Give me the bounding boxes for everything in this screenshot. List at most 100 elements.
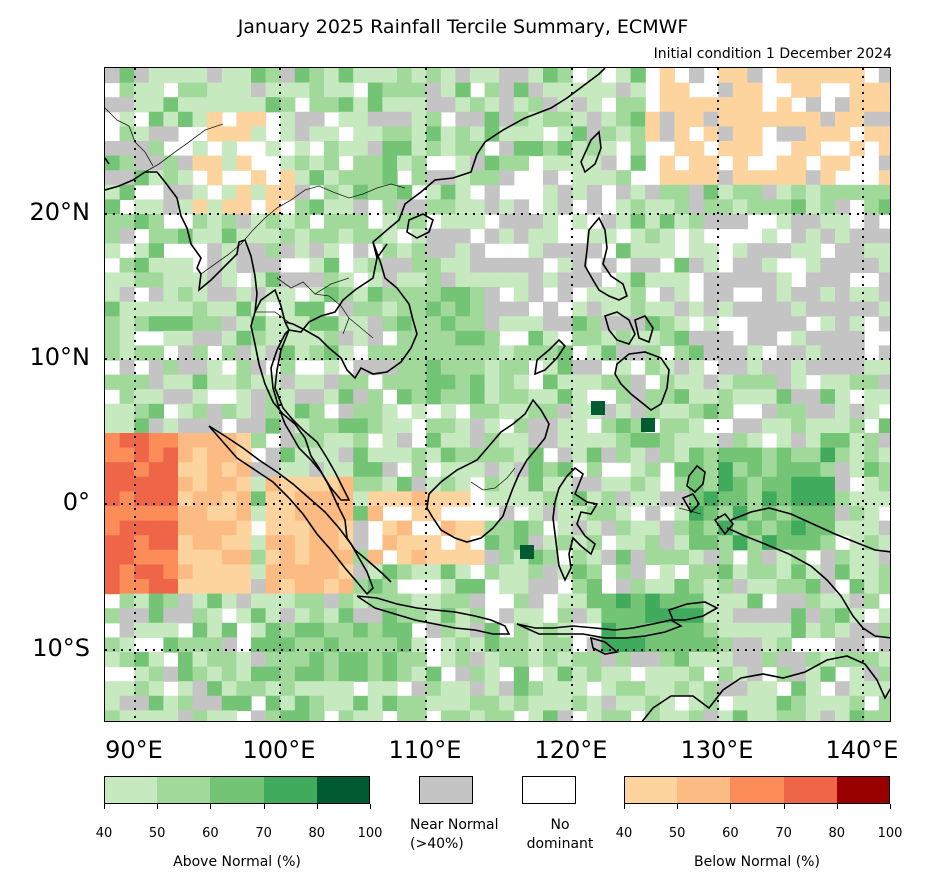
tercile-cell [309,681,325,697]
tercile-cell [586,374,602,390]
tercile-cell [674,666,690,682]
tercile-cell [382,68,398,84]
tercile-cell [572,184,588,200]
tercile-cell [630,695,646,711]
tercile-cell [835,316,851,332]
tercile-cell [455,491,471,507]
tercile-cell [251,243,267,259]
tercile-cell [776,564,792,580]
tercile-cell [864,710,880,721]
tercile-cell [411,506,427,522]
tercile-cell [192,637,208,653]
tercile-cell [367,462,383,478]
tercile-cell [367,272,383,288]
tercile-cell [470,301,486,317]
tercile-cell [251,462,267,478]
tercile-cell [221,287,237,303]
tercile-cell [148,111,164,127]
tercile-cell [236,520,252,536]
tercile-cell [674,214,690,230]
tercile-cell [659,330,675,346]
tercile-cell [294,447,310,463]
tercile-cell [645,330,661,346]
tercile-cell [864,301,880,317]
tercile-cell [397,520,413,536]
tercile-cell [280,170,296,186]
tercile-cell [309,155,325,171]
tercile-cell [324,579,340,595]
tercile-cell [207,155,223,171]
tercile-cell [221,316,237,332]
tercile-cell [367,506,383,522]
tercile-cell [645,389,661,405]
colorbar-tick-label: 70 [255,826,272,841]
tercile-cell [762,287,778,303]
tercile-cell [178,520,194,536]
tercile-cell [557,608,573,624]
tercile-cell [835,608,851,624]
tercile-cell [776,272,792,288]
tercile-cell [382,199,398,215]
tercile-cell [134,491,150,507]
tercile-cell [294,228,310,244]
tercile-cell [849,68,865,84]
tercile-cell [236,184,252,200]
tercile-cell [718,710,734,721]
tercile-cell [163,111,179,127]
tercile-cell [484,126,500,142]
tercile-cell [864,433,880,449]
tercile-cell [192,345,208,361]
tercile-cell [805,184,821,200]
tercile-cell [630,97,646,113]
tercile-cell [630,491,646,507]
tercile-cell [601,608,617,624]
tercile-cell [397,666,413,682]
tercile-cell [455,316,471,332]
tercile-cell [221,272,237,288]
tercile-cell [630,68,646,84]
tercile-cell [280,97,296,113]
tercile-cell [499,564,515,580]
tercile-cell [265,476,281,492]
tercile-cell [616,535,632,551]
tercile-cell [192,710,208,721]
tercile-cell [616,184,632,200]
tercile-cell [411,447,427,463]
tercile-cell [864,257,880,273]
tercile-cell [280,666,296,682]
tercile-cell [586,637,602,653]
tercile-cell [353,506,369,522]
tercile-cell [791,695,807,711]
tercile-cell [484,564,500,580]
tercile-cell [192,316,208,332]
tercile-cell [513,520,529,536]
tercile-cell [470,141,486,157]
tercile-cell [747,622,763,638]
tercile-cell [747,82,763,98]
tercile-cell [207,82,223,98]
tercile-cell [572,403,588,419]
lon-label: 110°E [388,736,462,764]
tercile-cell [178,593,194,609]
tercile-cell [105,681,121,697]
tercile-cell [557,637,573,653]
tercile-cell [265,695,281,711]
tercile-cell [586,345,602,361]
tercile-cell [601,622,617,638]
tercile-cell [134,345,150,361]
tercile-cell [382,126,398,142]
tercile-cell [148,126,164,142]
tercile-cell [659,389,675,405]
tercile-cell [864,506,880,522]
tercile-cell [747,97,763,113]
tercile-cell [878,301,890,317]
tercile-cell [849,506,865,522]
tercile-cell [455,666,471,682]
tercile-cell [134,535,150,551]
tercile-cell [178,170,194,186]
tercile-cell [119,652,135,668]
tercile-cell [674,637,690,653]
tercile-cell [557,666,573,682]
tercile-cell [762,535,778,551]
tercile-cell [630,389,646,405]
